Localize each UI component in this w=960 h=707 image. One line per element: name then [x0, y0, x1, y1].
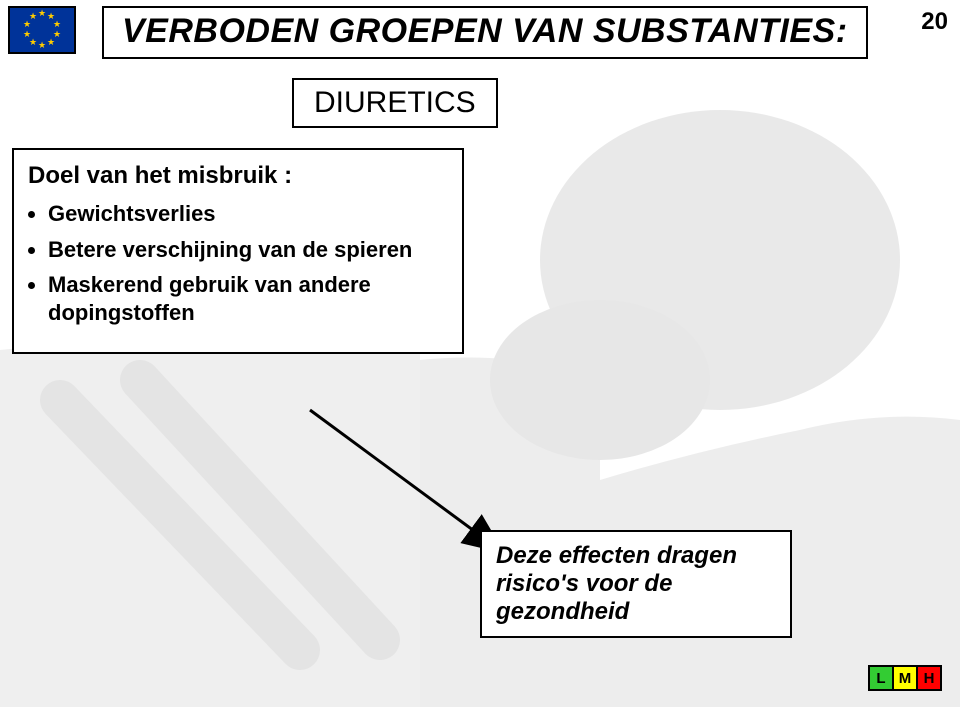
purpose-list: Gewichtsverlies Betere verschijning van …	[48, 200, 448, 326]
list-item: Gewichtsverlies	[48, 200, 448, 228]
slide-title: VERBODEN GROEPEN VAN SUBSTANTIES:	[102, 6, 868, 59]
purpose-lead: Doel van het misbruik :	[28, 162, 448, 190]
slide-subtitle: DIURETICS	[292, 78, 498, 128]
purpose-box: Doel van het misbruik : Gewichtsverlies …	[12, 148, 464, 354]
risk-low: L	[870, 667, 892, 689]
list-item: Betere verschijning van de spieren	[48, 236, 448, 264]
slide: ★ ★ ★ ★ ★ ★ ★ ★ ★ ★ ★ 20 VERBODEN GROEPE…	[0, 0, 960, 707]
page-number: 20	[921, 8, 948, 36]
risk-high: H	[916, 667, 940, 689]
risk-scale: L M H	[868, 665, 942, 691]
eu-stars: ★ ★ ★ ★ ★ ★ ★ ★ ★ ★ ★	[23, 11, 61, 49]
risk-medium: M	[892, 667, 916, 689]
list-item: Maskerend gebruik van andere dopingstoff…	[48, 271, 448, 326]
eu-flag-icon: ★ ★ ★ ★ ★ ★ ★ ★ ★ ★ ★	[8, 6, 76, 54]
effect-box: Deze effecten dragen risico's voor de ge…	[480, 530, 792, 638]
